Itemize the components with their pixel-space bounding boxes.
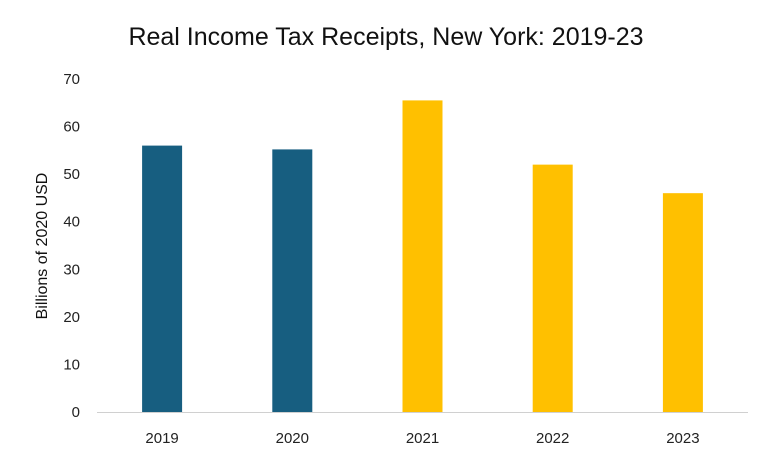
bar-2021 bbox=[402, 100, 443, 413]
bar-2020 bbox=[272, 149, 313, 413]
y-tick-label: 70 bbox=[63, 71, 80, 88]
y-tick-label: 20 bbox=[63, 309, 80, 326]
y-tick-label: 0 bbox=[72, 404, 80, 421]
x-tick-label: 2020 bbox=[276, 430, 309, 447]
bar-2019 bbox=[142, 145, 183, 412]
x-tick-label: 2021 bbox=[406, 430, 439, 447]
x-tick-label: 2019 bbox=[145, 430, 178, 447]
y-tick-label: 60 bbox=[63, 119, 80, 136]
x-tick-label: 2022 bbox=[536, 430, 569, 447]
x-tick-label: 2023 bbox=[666, 430, 699, 447]
y-tick-label: 30 bbox=[63, 261, 80, 278]
chart-title: Real Income Tax Receipts, New York: 2019… bbox=[128, 23, 643, 51]
y-axis-title: Billions of 2020 USD bbox=[34, 173, 51, 320]
y-tick-label: 10 bbox=[63, 356, 80, 373]
bar-2023 bbox=[662, 193, 703, 412]
y-axis: 0 10 20 30 40 50 60 70 bbox=[63, 71, 80, 421]
y-tick-label: 40 bbox=[63, 214, 80, 231]
x-axis: 2019 2020 2021 2022 2023 bbox=[145, 430, 699, 447]
bar-series bbox=[142, 100, 703, 413]
y-tick-label: 50 bbox=[63, 166, 80, 183]
bar-2022 bbox=[532, 164, 573, 412]
